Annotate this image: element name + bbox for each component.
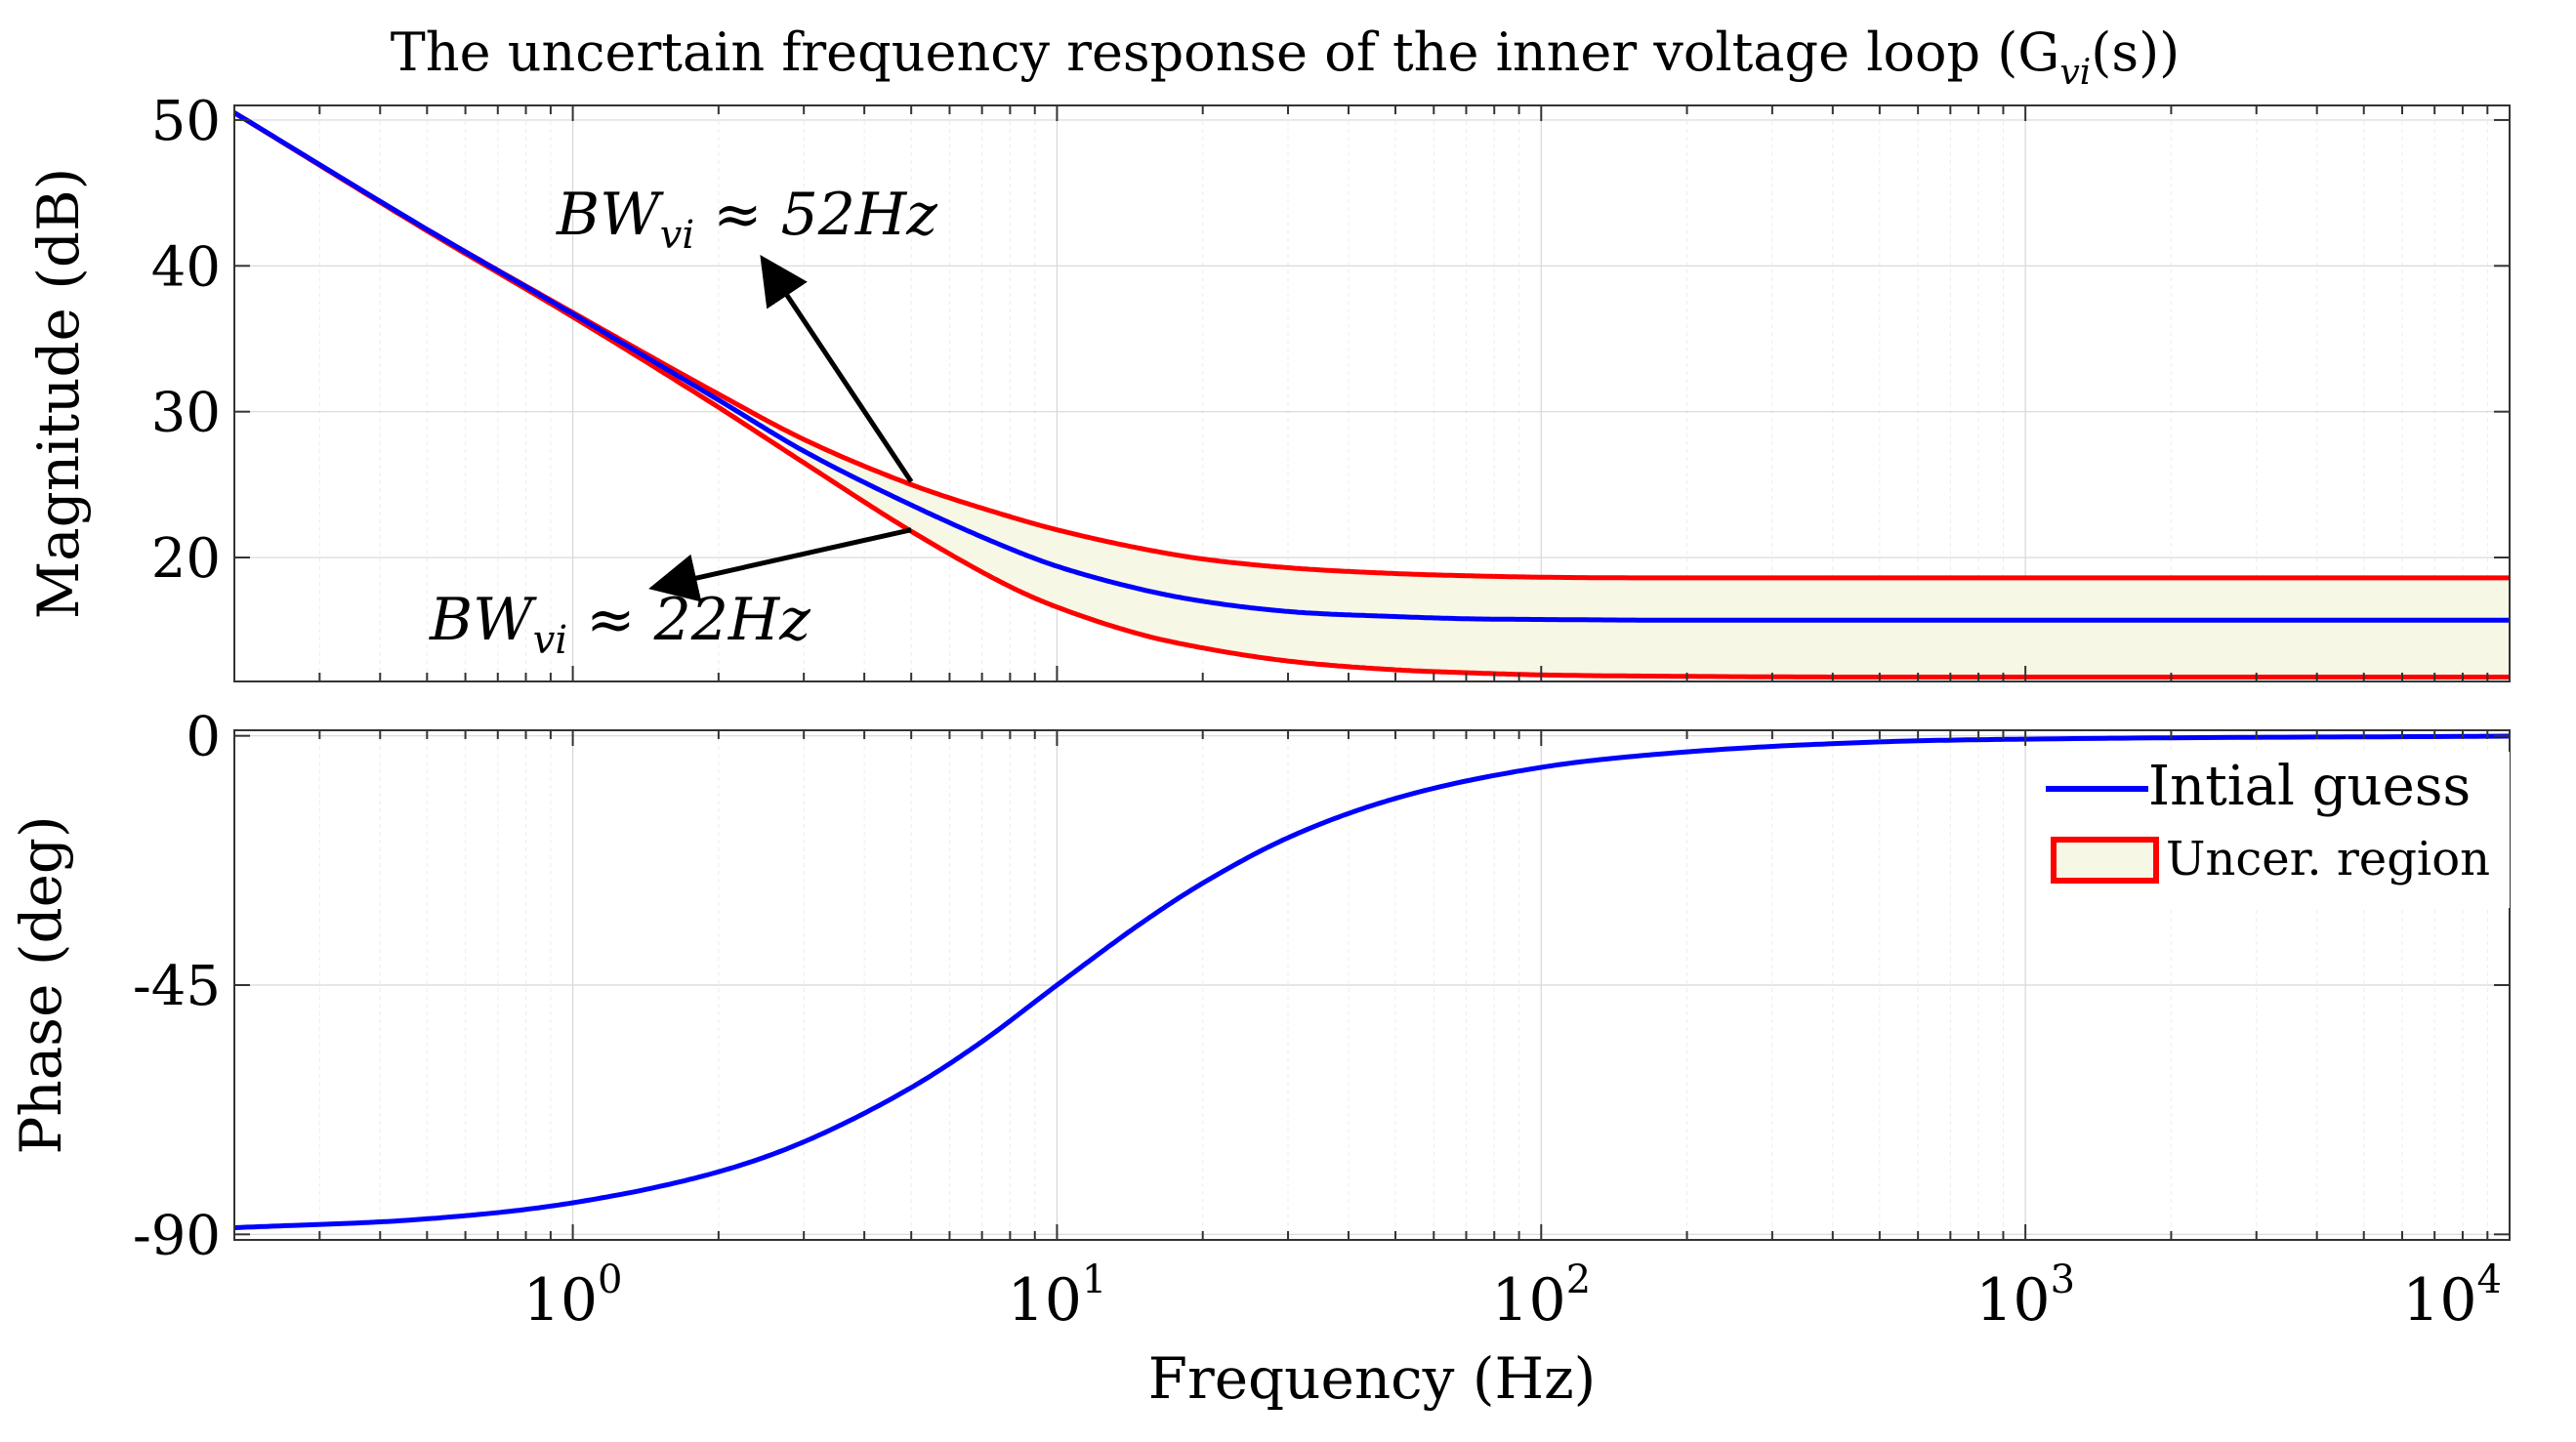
- bw-22hz-label: BWvi ≈ 22Hz: [429, 586, 810, 663]
- chart-title-main: The uncertain frequency response of the …: [391, 21, 2060, 83]
- bw-52hz-arrow: [760, 254, 914, 483]
- upper-bound-line: [232, 110, 2510, 581]
- phase-grid: [234, 730, 2510, 1240]
- magnitude-ylabel: Magnitude (dB): [25, 168, 92, 620]
- phase-series: [233, 733, 2511, 1230]
- magnitude-tick-label: 20: [151, 527, 221, 591]
- x-tick-label: 104: [2402, 1257, 2502, 1335]
- x-tick-label: 102: [1491, 1257, 1591, 1335]
- phase-tick-label: 0: [186, 706, 221, 769]
- legend-label-initial-guess: Intial guess: [2148, 755, 2471, 818]
- initial-guess-phase-line: [233, 733, 2511, 1230]
- chart-title: The uncertain frequency response of the …: [391, 21, 2180, 93]
- phase-tick-label: -90: [133, 1204, 221, 1267]
- magnitude-ticks: 20 30 40 50: [151, 90, 2511, 681]
- magnitude-tick-label: 50: [151, 90, 221, 153]
- bandwidth-annotations: BWvi ≈ 52Hz BWvi ≈ 22Hz: [429, 181, 937, 663]
- legend: Intial guess Uncer. region: [2031, 752, 2510, 908]
- chart-title-suffix: (s)): [2091, 21, 2180, 83]
- magnitude-frame: [233, 104, 2511, 682]
- phase-tick-label: -45: [133, 955, 221, 1018]
- legend-swatch-uncertainty-region: [2051, 837, 2159, 884]
- initial-guess-magnitude-line: [232, 110, 2510, 623]
- x-tick-label: 100: [523, 1257, 623, 1335]
- phase-ylabel: Phase (deg): [8, 815, 74, 1154]
- x-axis-label: Frequency (Hz): [1148, 1345, 1597, 1412]
- chart-title-subscript: vi: [2059, 53, 2091, 93]
- x-tick-labels: 100 101 102 103 104: [523, 1257, 2502, 1335]
- magnitude-tick-label: 40: [151, 235, 221, 299]
- magnitude-series: [232, 110, 2510, 680]
- bw-22hz-arrow: [648, 527, 912, 602]
- magnitude-axes: BWvi ≈ 52Hz BWvi ≈ 22Hz 20 30 40 50 Magnitud…: [25, 90, 2511, 682]
- x-tick-label: 101: [1008, 1257, 1107, 1335]
- x-tick-label: 103: [1975, 1257, 2075, 1335]
- bw-52hz-label: BWvi ≈ 52Hz: [556, 181, 937, 258]
- legend-label-uncertainty-region: Uncer. region: [2166, 832, 2490, 886]
- lower-bound-line: [232, 110, 2510, 680]
- magnitude-tick-label: 30: [151, 382, 221, 445]
- phase-axes: 0 -45 -90 Phase (deg) 100 101 102 103 104 Freq…: [8, 706, 2511, 1412]
- phase-ticks: 0 -45 -90: [133, 706, 2511, 1267]
